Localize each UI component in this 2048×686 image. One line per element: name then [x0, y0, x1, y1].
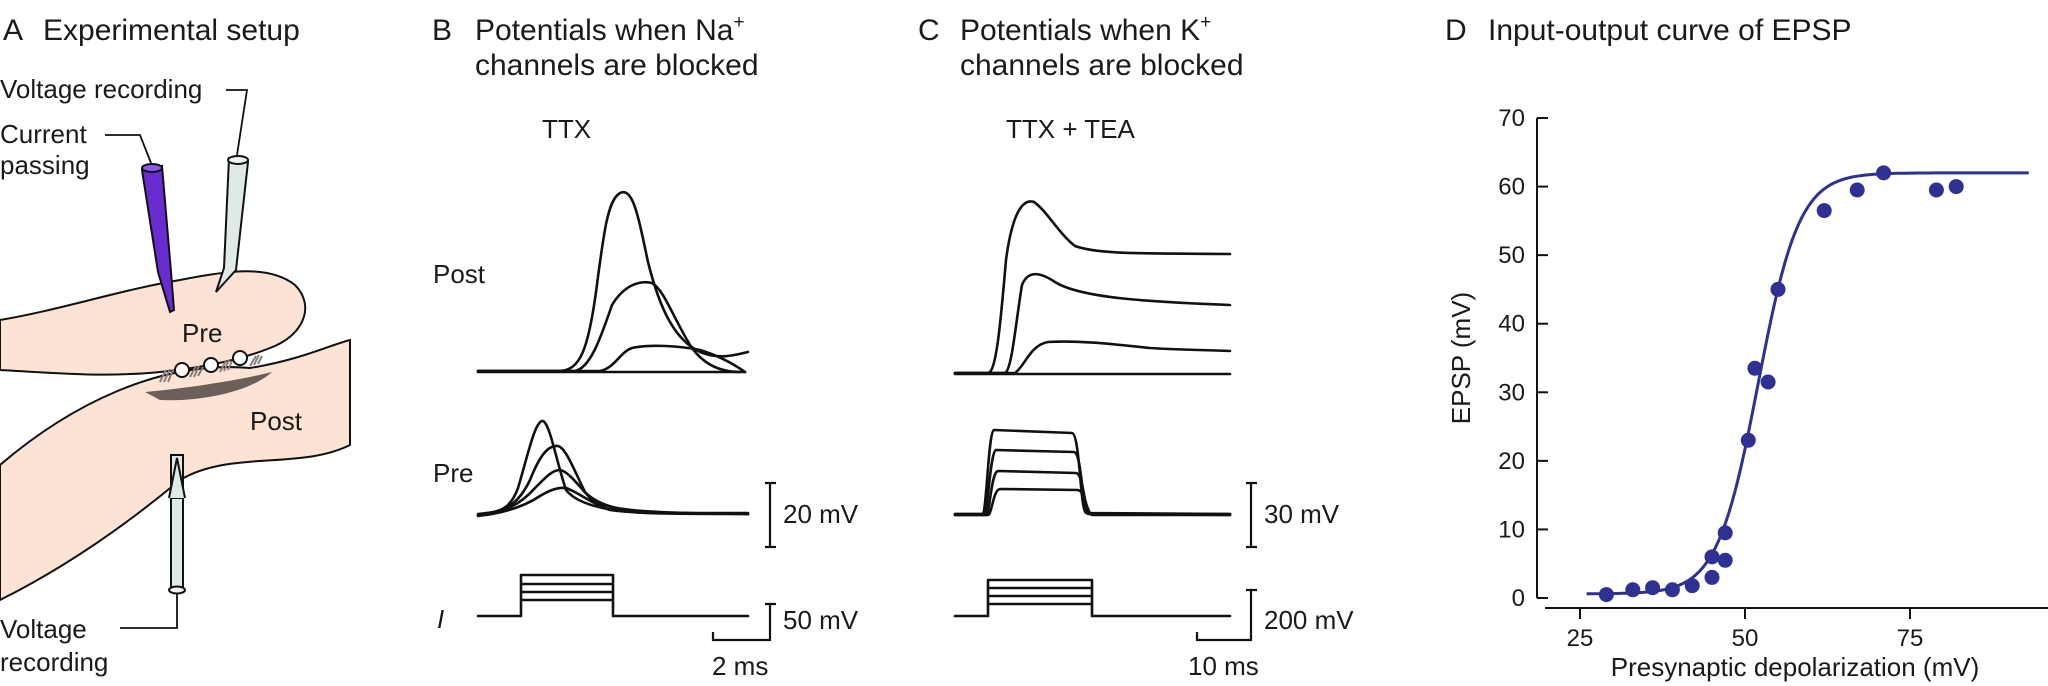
x-tick-label: 25: [1567, 625, 1594, 652]
c-pre-trace-4: [953, 487, 1232, 517]
panel-c-title-sup: +: [1200, 12, 1211, 33]
row-label-pre: Pre: [433, 458, 473, 488]
panel-b-drug-label: TTX: [542, 114, 591, 144]
voltage-recording-electrode-top: [215, 155, 250, 293]
c-current-steps: [953, 578, 1232, 618]
data-point: [1598, 587, 1614, 603]
b-scale-voltage: [765, 481, 776, 549]
data-point: [1684, 578, 1700, 594]
data-point: [1664, 582, 1680, 598]
release-fans: [159, 354, 263, 383]
label-voltage-bottom-line2: recording: [0, 647, 108, 677]
y-tick-label: 20: [1498, 448, 1525, 475]
y-tick-label: 30: [1498, 379, 1525, 406]
panel-b: B Potentials when Na+ channels are block…: [432, 12, 859, 681]
panel-c: C Potentials when K+ channels are blocke…: [918, 12, 1354, 681]
data-point: [1849, 182, 1865, 198]
y-tick-label: 10: [1498, 516, 1525, 543]
c-pre-trace-1: [953, 428, 1232, 516]
panel-c-drug-label: TTX + TEA: [1006, 114, 1135, 144]
c-scale-current-label: 200 mV: [1264, 605, 1354, 635]
data-point: [1717, 525, 1733, 541]
c-pre-trace-2: [953, 448, 1232, 516]
y-tick-label: 40: [1498, 311, 1525, 338]
data-point: [1948, 179, 1964, 195]
panel-a-letter: A: [3, 14, 23, 47]
b-scale-current: [711, 602, 776, 642]
synaptic-vesicles: [174, 350, 248, 378]
data-point: [1717, 552, 1733, 568]
b-scale-voltage-label: 20 mV: [783, 499, 859, 529]
b-scale-current-label: 50 mV: [783, 605, 859, 635]
data-point: [1747, 360, 1763, 376]
panel-d-title: Input-output curve of EPSP: [1488, 14, 1852, 47]
data-point: [1740, 432, 1756, 448]
panel-a-title: Experimental setup: [43, 14, 300, 47]
c-post-trace-2: [953, 272, 1232, 375]
data-point: [1625, 582, 1641, 598]
panel-d-letter: D: [1445, 14, 1467, 47]
y-tick-label: 50: [1498, 242, 1525, 269]
panel-b-title-line1: Potentials when Na: [475, 14, 734, 47]
synaptic-cleft-shadow: [145, 372, 272, 401]
c-post-trace-1: [953, 200, 1232, 375]
data-point: [1645, 580, 1661, 596]
voltage-recording-electrode-bottom: [168, 454, 186, 595]
leader-voltage-top: [226, 89, 249, 156]
b-pre-trace-2: [476, 444, 750, 517]
current-passing-electrode: [140, 163, 176, 314]
c-scale-current: [1195, 588, 1257, 642]
panel-b-title-sup: +: [734, 12, 745, 33]
c-scale-voltage: [1246, 481, 1257, 549]
b-post-trace-1: [476, 190, 750, 373]
x-axis-label: Presynaptic depolarization (mV): [1611, 652, 1980, 682]
y-tick-label: 60: [1498, 174, 1525, 201]
b-pre-trace-4: [476, 486, 750, 518]
panel-a: A Experimental setup Pre Post: [0, 14, 351, 677]
c-post-trace-3: [953, 340, 1232, 375]
label-voltage-bottom-line1: Voltage: [0, 614, 87, 644]
leader-current: [105, 134, 152, 164]
b-pre-trace-3: [476, 468, 750, 517]
row-label-i: I: [437, 604, 444, 634]
panel-b-letter: B: [432, 14, 452, 47]
data-point: [1928, 182, 1944, 198]
panel-b-title-line2: channels are blocked: [475, 49, 759, 82]
b-scale-time-label: 2 ms: [712, 651, 768, 681]
c-scale-time-label: 10 ms: [1188, 651, 1259, 681]
label-voltage-recording-top: Voltage recording: [0, 74, 202, 104]
leader-voltage-bottom: [120, 594, 178, 629]
b-post-trace-3: [476, 344, 747, 374]
data-point: [1704, 549, 1720, 565]
data-point: [1876, 165, 1892, 181]
b-current-steps: [476, 573, 750, 618]
label-current-line1: Current: [0, 119, 87, 149]
y-tick-label: 70: [1498, 105, 1525, 132]
label-current-line2: passing: [0, 150, 90, 180]
panel-c-letter: C: [918, 14, 940, 47]
panel-c-title-line2: channels are blocked: [960, 49, 1244, 82]
panel-c-title-line1: Potentials when K: [960, 14, 1200, 47]
data-point: [1816, 203, 1832, 219]
y-tick-label: 0: [1512, 585, 1525, 612]
x-tick-label: 75: [1897, 625, 1924, 652]
b-post-trace-2: [476, 280, 742, 374]
post-label: Post: [250, 406, 303, 436]
x-tick-label: 50: [1732, 625, 1759, 652]
y-axis-label: EPSP (mV): [1446, 292, 1476, 424]
panel-d: D Input-output curve of EPSP 0 10 20 30 40 50…: [1445, 14, 2048, 682]
data-point: [1760, 374, 1776, 390]
presynaptic-terminal: [0, 270, 307, 376]
c-scale-voltage-label: 30 mV: [1264, 499, 1340, 529]
panel-b-title-line1-wrap: Potentials when Na+: [475, 12, 745, 47]
sigmoid-fit-curve: [1586, 171, 2029, 596]
data-point: [1770, 281, 1786, 297]
panel-c-title-line1-wrap: Potentials when K+: [960, 12, 1211, 47]
pre-label: Pre: [182, 318, 222, 348]
b-pre-trace-1: [476, 419, 750, 516]
data-point: [1704, 569, 1720, 585]
row-label-post: Post: [433, 259, 486, 289]
